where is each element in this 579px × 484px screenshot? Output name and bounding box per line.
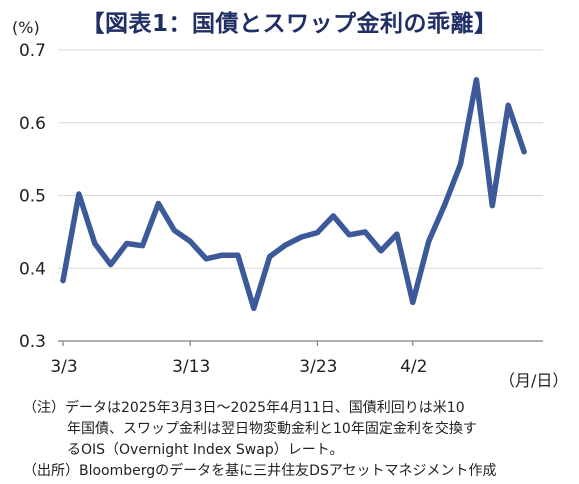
source-line: （出所）Bloombergのデータを基に三井住友DSアセットマネジメント作成	[23, 463, 497, 479]
chart-title: 【図表1：国債とスワップ金利の乖離】	[81, 11, 498, 37]
x-tick-label: 3/13	[172, 357, 210, 377]
y-tick-label: 0.4	[19, 259, 46, 279]
series-line	[60, 77, 527, 312]
line-chart: 0.3 0.4 0.5 0.6 0.7 3/3 3/13 3/23 4/2	[19, 41, 543, 377]
x-tick-label: 3/23	[299, 357, 337, 377]
note-line-2: 年国債、スワップ金利は翌日物変動金利と10年固定金利を交換す	[67, 421, 477, 437]
note-line-3: るOIS（Overnight Index Swap）レート。	[67, 442, 344, 458]
x-axis-unit: （月/日）	[499, 371, 569, 390]
y-tick-label: 0.3	[19, 332, 46, 352]
x-tick-label: 3/3	[50, 357, 77, 377]
x-tick-label: 4/2	[400, 357, 427, 377]
y-axis-unit: (%)	[12, 18, 40, 37]
footnotes: （注）データは2025年3月3日～2025年4月11日、国債利回りは米10 年国…	[23, 398, 579, 482]
y-axis-ticks: 0.3 0.4 0.5 0.6 0.7	[19, 41, 46, 352]
note-line-1: （注）データは2025年3月3日～2025年4月11日、国債利回りは米10	[23, 400, 465, 416]
y-tick-label: 0.7	[19, 41, 46, 61]
gridlines	[58, 49, 543, 269]
y-tick-label: 0.5	[19, 187, 46, 207]
y-tick-label: 0.6	[19, 114, 46, 134]
x-axis-ticks: 3/3 3/13 3/23 4/2	[50, 341, 427, 377]
